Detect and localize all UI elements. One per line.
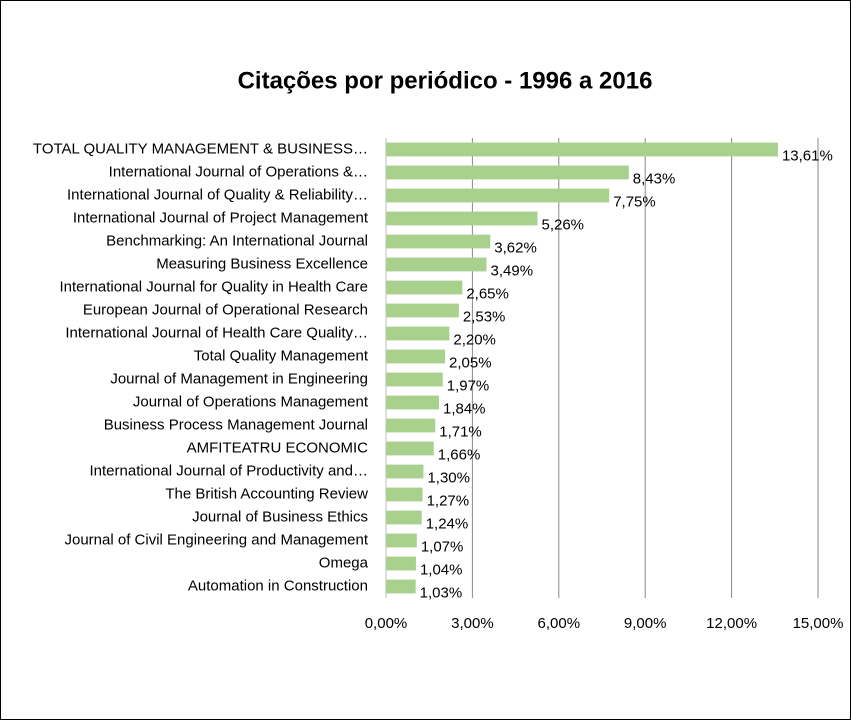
data-label: 1,24% (426, 515, 469, 532)
y-tick-label: Journal of Management in Engineering (110, 370, 368, 387)
y-tick-label: Journal of Civil Engineering and Managem… (64, 531, 368, 548)
data-label: 1,04% (420, 561, 463, 578)
bar (386, 142, 778, 157)
bar (386, 257, 487, 272)
data-label: 1,27% (427, 492, 470, 509)
data-label: 1,71% (439, 423, 482, 440)
data-label: 1,97% (447, 377, 490, 394)
y-tick-label: Benchmarking: An International Journal (106, 232, 368, 249)
y-tick-label: Measuring Business Excellence (156, 255, 368, 272)
bar (386, 395, 439, 410)
bar (386, 188, 610, 203)
data-label: 2,20% (453, 331, 496, 348)
bar (386, 234, 491, 249)
bar (386, 510, 422, 525)
data-label: 1,30% (427, 469, 470, 486)
bar (386, 487, 423, 502)
data-label: 2,65% (466, 285, 509, 302)
data-label: 1,84% (443, 400, 486, 417)
y-tick-label: European Journal of Operational Research (83, 301, 368, 318)
data-label: 7,75% (613, 193, 656, 210)
bar (386, 303, 459, 318)
bar (386, 372, 443, 387)
bar (386, 211, 538, 226)
x-tick-label: 0,00% (365, 615, 408, 632)
data-label: 3,62% (494, 239, 537, 256)
data-label: 1,66% (438, 446, 481, 463)
y-tick-label: AMFITEATRU ECONOMIC (187, 439, 369, 456)
data-label: 2,53% (463, 308, 506, 325)
bar (386, 280, 463, 295)
y-tick-label: The British Accounting Review (165, 485, 368, 502)
y-tick-label: Journal of Operations Management (133, 393, 369, 410)
bar (386, 556, 416, 571)
bar (386, 418, 436, 433)
y-tick-label: International Journal of Operations &… (109, 163, 368, 180)
y-tick-label: International Journal for Quality in Hea… (60, 278, 369, 295)
y-tick-label: Total Quality Management (194, 347, 369, 364)
data-label: 1,07% (421, 538, 464, 555)
y-tick-label: Business Process Management Journal (104, 416, 368, 433)
data-label: 13,61% (782, 147, 833, 164)
x-tick-label: 9,00% (624, 615, 667, 632)
bar (386, 579, 416, 594)
chart-title: Citações por periódico - 1996 a 2016 (238, 67, 653, 94)
y-tick-label: International Journal of Productivity an… (90, 462, 369, 479)
bar (386, 349, 446, 364)
data-label: 5,26% (541, 216, 584, 233)
y-tick-label: Journal of Business Ethics (192, 508, 368, 525)
y-tick-label: TOTAL QUALITY MANAGEMENT & BUSINESS… (33, 140, 368, 157)
y-tick-label: International Journal of Health Care Qua… (65, 324, 368, 341)
x-tick-label: 6,00% (538, 615, 581, 632)
bar (386, 441, 434, 456)
y-tick-label: Automation in Construction (188, 577, 368, 594)
bar (386, 165, 629, 180)
bar (386, 533, 417, 548)
y-tick-label: International Journal of Project Managem… (73, 209, 369, 226)
bar (386, 464, 424, 479)
y-tick-label: Omega (319, 554, 369, 571)
data-label: 8,43% (633, 170, 676, 187)
x-tick-label: 12,00% (706, 615, 757, 632)
x-tick-label: 3,00% (451, 615, 494, 632)
data-label: 1,03% (420, 584, 463, 601)
y-tick-label: International Journal of Quality & Relia… (67, 186, 368, 203)
data-label: 2,05% (449, 354, 492, 371)
x-tick-label: 15,00% (793, 615, 844, 632)
bar (386, 326, 450, 341)
data-label: 3,49% (491, 262, 534, 279)
